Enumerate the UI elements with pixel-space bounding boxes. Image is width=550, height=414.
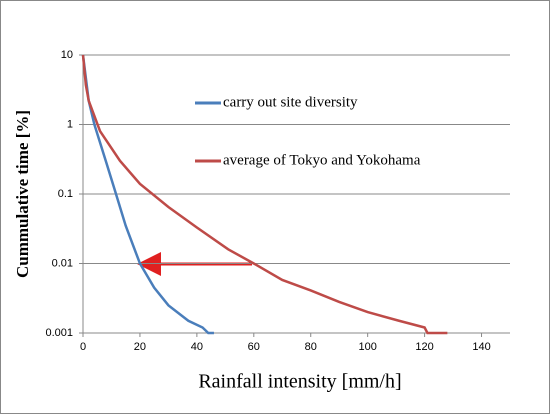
- x-tick-label: 20: [134, 341, 146, 353]
- x-tick-label: 120: [415, 341, 433, 353]
- x-axis-label: Rainfall intensity [mm/h]: [198, 371, 401, 393]
- y-tick-label: 0.01: [52, 257, 73, 269]
- data-line: [81, 54, 448, 335]
- legend-label: average of Tokyo and Yokohama: [223, 152, 421, 168]
- data-line: [81, 54, 214, 335]
- y-tick-label: 0.001: [45, 327, 73, 339]
- x-tick-label: 40: [191, 341, 203, 353]
- y-axis-label: Cummulative time [%]: [13, 110, 32, 278]
- x-tick-label: 80: [305, 341, 317, 353]
- y-tick-label: 0.1: [58, 188, 73, 200]
- x-tick-label: 140: [472, 341, 490, 353]
- x-tick-label: 60: [248, 341, 260, 353]
- x-tick-label: 0: [80, 341, 86, 353]
- x-tick-label: 100: [358, 341, 376, 353]
- legend-label: carry out site diversity: [223, 94, 358, 110]
- y-tick-label: 10: [61, 49, 73, 61]
- y-tick-label: 1: [67, 118, 73, 130]
